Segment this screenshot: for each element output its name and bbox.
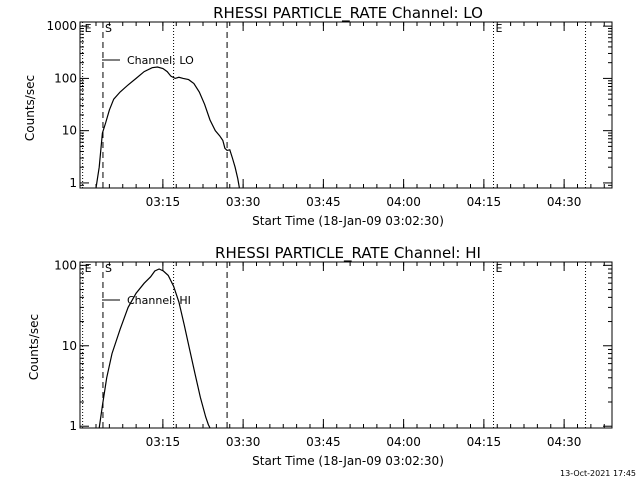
x-tick-label: 03:30 xyxy=(226,435,261,449)
x-tick-label: 04:15 xyxy=(467,435,502,449)
event-marker-label: E xyxy=(85,262,92,275)
footer-timestamp: 13-Oct-2021 17:45 xyxy=(560,469,636,478)
x-tick-label: 03:15 xyxy=(146,195,181,209)
x-tick-label: 04:15 xyxy=(467,195,502,209)
x-tick-label: 03:45 xyxy=(306,195,341,209)
y-tick-label: 1 xyxy=(69,419,77,433)
x-axis-label: Start Time (18-Jan-09 03:02:30) xyxy=(252,214,444,228)
event-marker-label: E xyxy=(85,22,92,35)
plot-frame xyxy=(79,261,613,429)
y-axis-label: Counts/sec xyxy=(27,314,41,380)
plot-area: 1 10 100 1000 03:15 03:30 03:45 04:00 04:15 04:30… xyxy=(46,19,613,209)
y-tick-label: 10 xyxy=(62,339,77,353)
y-tick-label: 10 xyxy=(62,124,77,138)
legend-label: Channel: HI xyxy=(127,294,191,307)
x-tick-label: 03:45 xyxy=(306,435,341,449)
y-tick-label: 1000 xyxy=(46,19,77,33)
series-line xyxy=(95,66,240,189)
event-marker-label: E xyxy=(496,262,503,275)
x-tick-label: 03:15 xyxy=(146,435,181,449)
series-line xyxy=(98,268,211,429)
x-tick-label: 03:30 xyxy=(226,195,261,209)
x-axis-label: Start Time (18-Jan-09 03:02:30) xyxy=(252,454,444,468)
x-tick-label: 04:00 xyxy=(386,435,421,449)
y-tick-label: 100 xyxy=(54,71,77,85)
plot-frame xyxy=(79,21,613,189)
chart-title: RHESSI PARTICLE_RATE Channel: LO xyxy=(213,4,483,23)
event-marker-label: S xyxy=(105,22,112,35)
chart-title: RHESSI PARTICLE_RATE Channel: HI xyxy=(215,244,481,263)
event-marker-label: S xyxy=(105,262,112,275)
x-tick-label: 04:00 xyxy=(386,195,421,209)
legend-label: Channel: LO xyxy=(127,54,194,67)
x-tick-label: 04:30 xyxy=(547,435,582,449)
y-tick-label: 100 xyxy=(54,258,77,272)
y-tick-label: 1 xyxy=(69,176,77,190)
chart-panel-lo: RHESSI PARTICLE_RATE Channel: LO Counts/… xyxy=(23,4,613,228)
chart-panel-hi: RHESSI PARTICLE_RATE Channel: HI Counts/… xyxy=(27,244,613,468)
event-marker-label: E xyxy=(496,22,503,35)
x-tick-label: 04:30 xyxy=(547,195,582,209)
y-axis-label: Counts/sec xyxy=(23,75,37,141)
